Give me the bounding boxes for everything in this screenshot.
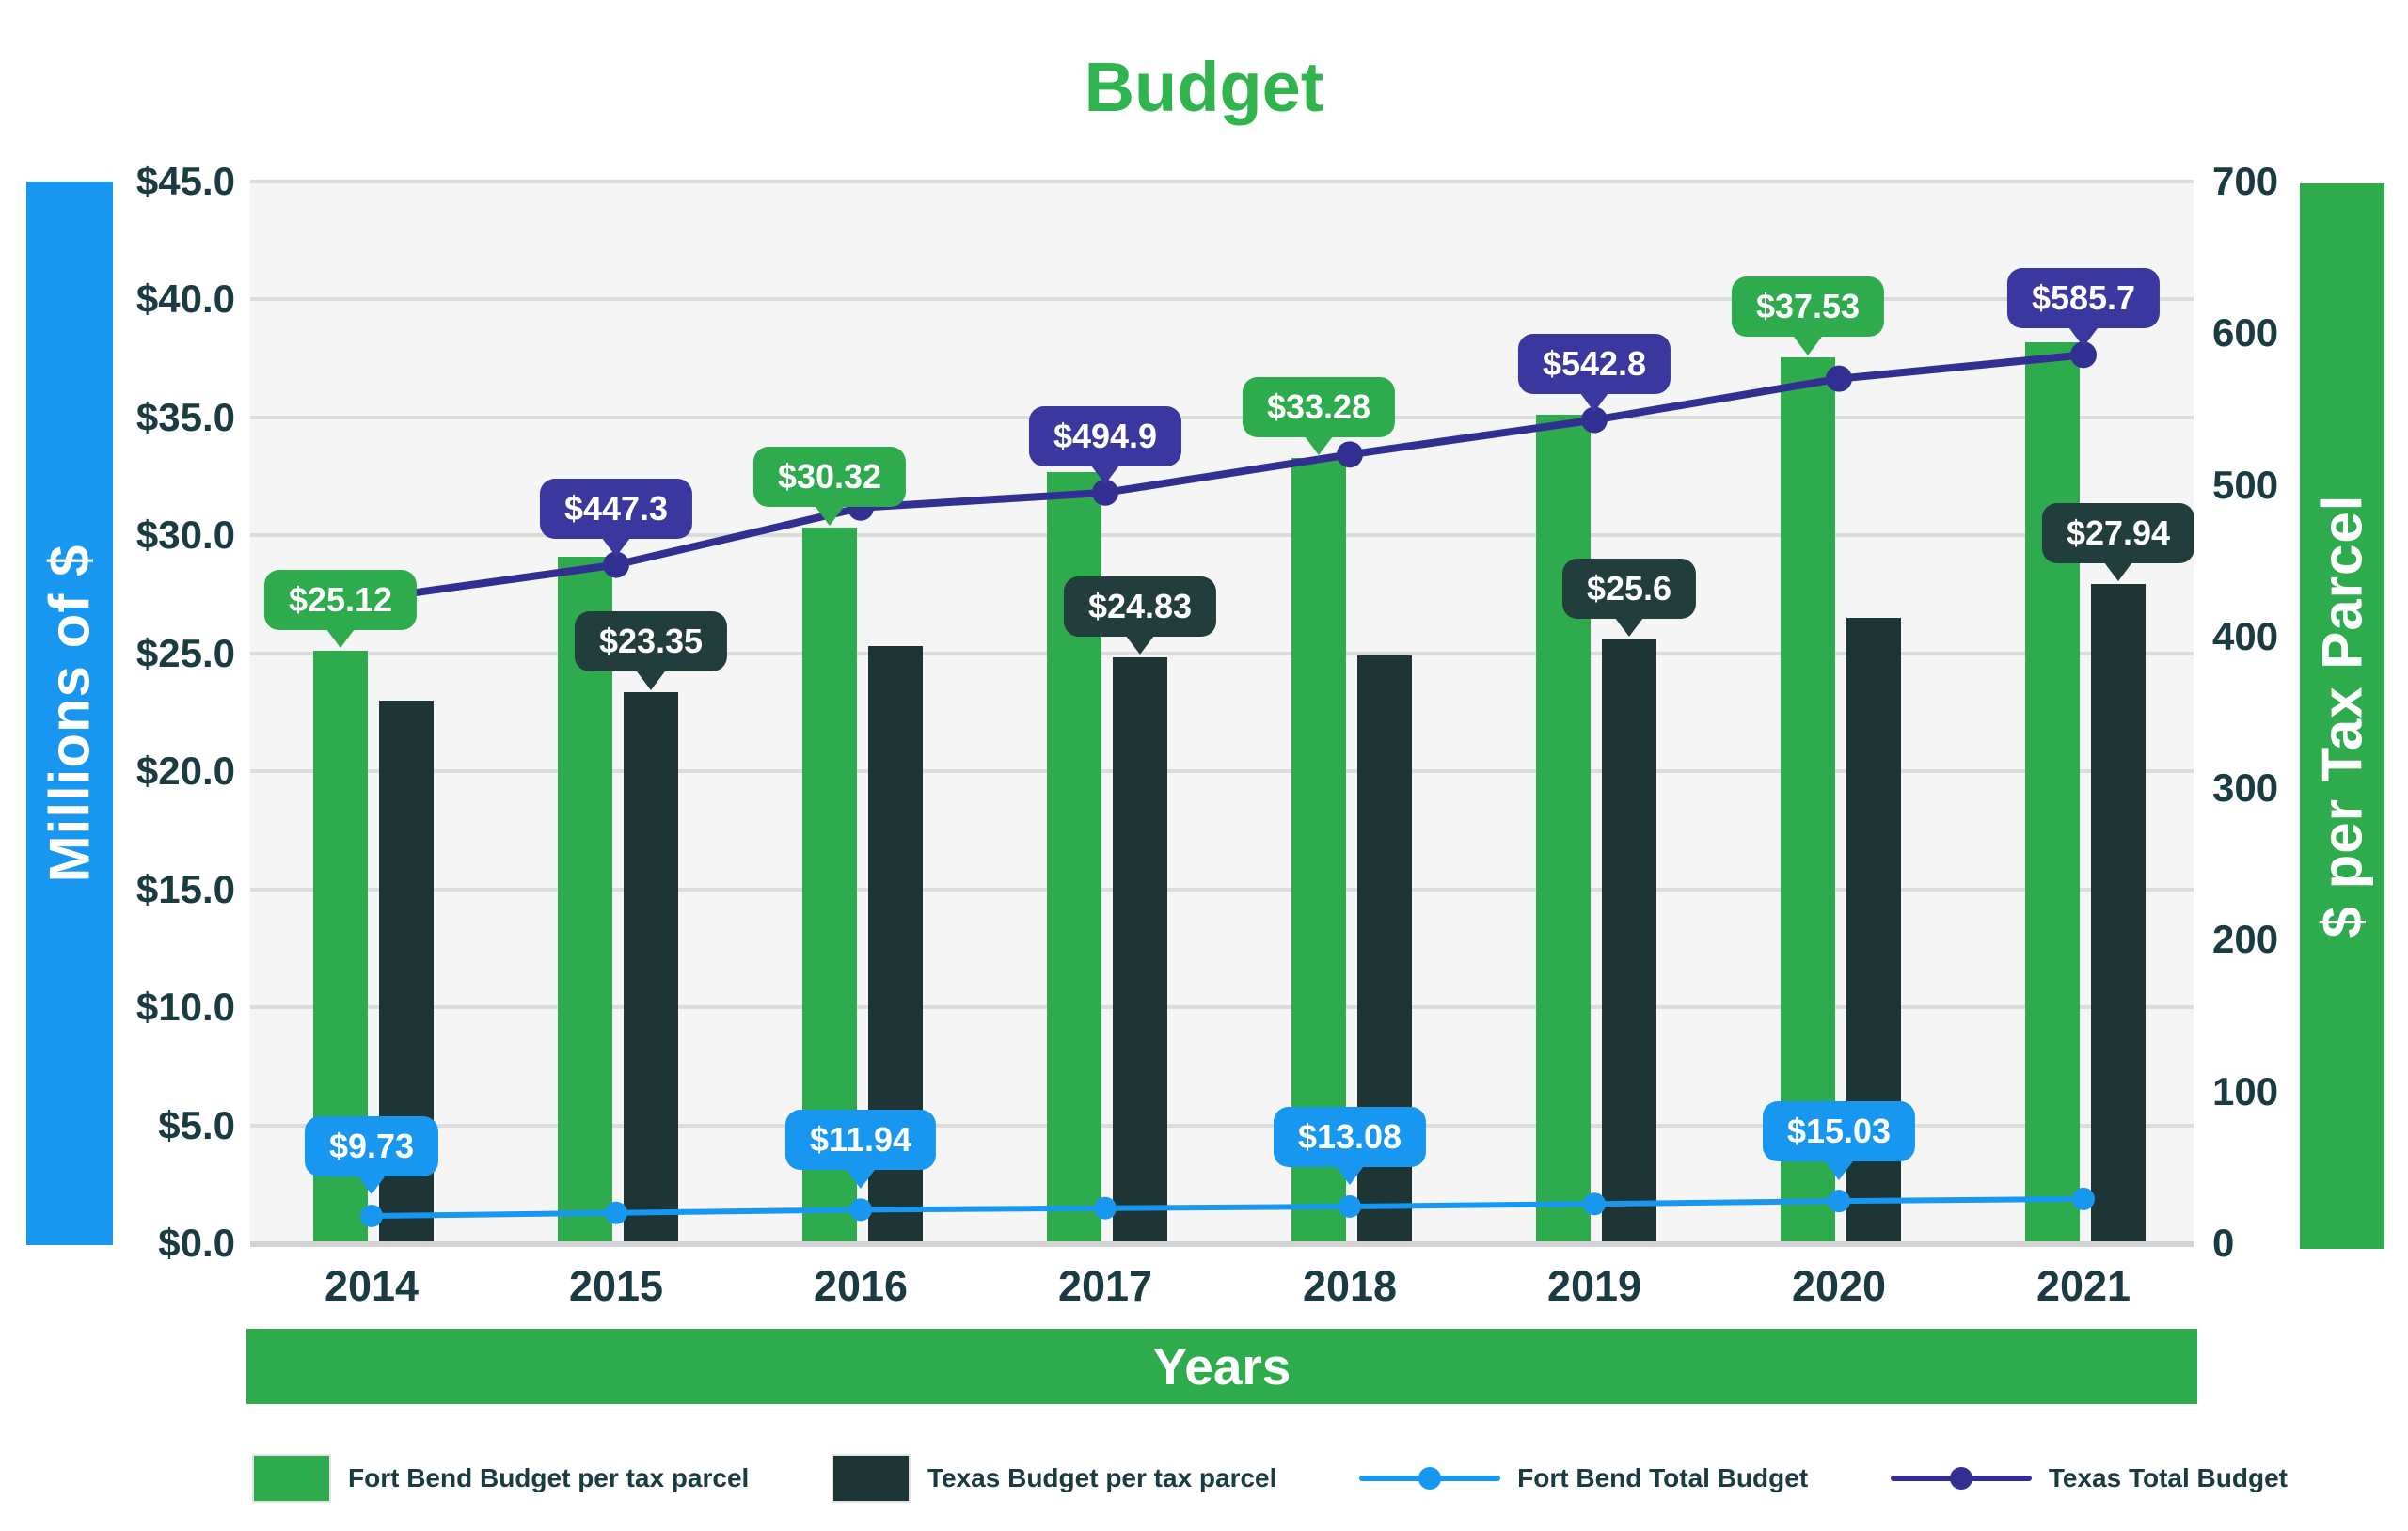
legend-label: Texas Budget per tax parcel [927,1463,1277,1492]
left-axis-tick-label: $35.0 [135,394,235,439]
navy-point-2020 [1826,365,1852,392]
data-label-navy-2021: $585.7 [2006,268,2161,329]
blue-point-2019 [1583,1192,1606,1216]
bar-texas-2019 [1602,639,1656,1247]
left-axis-band: Millions of $ [26,182,113,1245]
left-axis-tick-label: $45.0 [135,159,235,203]
data-label-green-2020: $37.53 [1731,276,1885,338]
data-label-dark-2015: $23.35 [574,611,728,672]
x-axis-baseline [250,1241,2194,1247]
right-axis-tick-label: 400 [2212,613,2279,658]
blue-point-2014 [360,1204,383,1227]
navy-point-2018 [1337,441,1363,468]
gridline [250,180,2194,183]
x-axis-label-2018: 2018 [1302,1262,1398,1310]
legend-label: Fort Bend Budget per tax parcel [348,1463,750,1492]
gridline [250,769,2194,774]
left-axis-tick-label: $30.0 [135,513,235,558]
gridline [250,297,2194,302]
bar-fort-bend-2020 [1781,357,1835,1247]
blue-point-2015 [605,1201,627,1224]
navy-point-2017 [1092,479,1118,506]
bar-texas-2015 [624,692,678,1247]
x-axis-label-2015: 2015 [568,1262,664,1310]
data-label-dark-2017: $24.83 [1063,576,1217,638]
right-axis-tick-label: 0 [2212,1221,2235,1265]
legend-label: Texas Total Budget [2048,1463,2288,1492]
left-axis-tick-label: $40.0 [135,276,235,322]
blue-point-2017 [1094,1196,1117,1220]
data-label-dark-2021: $27.94 [2041,503,2195,564]
chart-title: Budget [1084,48,1324,126]
data-label-blue-2016: $11.94 [784,1110,937,1171]
legend-marker-blue-line-icon [1359,1466,1501,1491]
gridline [250,415,2194,419]
left-axis-tick-label: $20.0 [135,749,235,794]
left-axis-tick-label: $10.0 [135,985,235,1030]
legend-swatch-green-bar-icon [252,1454,331,1503]
gridline [250,1005,2194,1010]
right-axis-tick-label: 500 [2212,462,2279,507]
navy-point-2015 [603,551,629,578]
left-axis-tick-label: $15.0 [135,866,235,911]
data-label-navy-2017: $494.9 [1028,405,1182,466]
navy-point-2019 [1581,406,1608,434]
gridline [250,651,2194,655]
bar-fort-bend-2021 [2025,341,2080,1247]
bar-texas-2017 [1113,657,1167,1247]
x-axis-label-2016: 2016 [813,1262,909,1310]
bar-fort-bend-2019 [1536,415,1591,1247]
data-label-dark-2019: $25.6 [1561,558,1697,619]
right-axis-tick-label: 200 [2212,917,2279,962]
blue-point-2018 [1339,1194,1361,1218]
left-axis-tick-label: $0.0 [158,1221,235,1265]
legend: Fort Bend Budget per tax parcel Texas Bu… [252,1446,2288,1510]
x-axis-label-2017: 2017 [1057,1262,1153,1310]
right-axis-band: $ per Tax Parcel [2300,183,2384,1249]
x-axis-label-2014: 2014 [324,1262,420,1310]
gridline [250,887,2194,892]
navy-line [371,351,2084,603]
years-banner-label: Years [1152,1337,1291,1396]
right-axis-tick-label: 100 [2212,1068,2279,1113]
legend-swatch-dark-bar-icon [832,1454,911,1503]
data-label-green-2016: $30.32 [752,447,907,508]
data-label-navy-2019: $542.8 [1517,333,1671,394]
bar-fort-bend-2015 [558,556,612,1247]
left-axis-tick-label: $5.0 [158,1102,235,1147]
legend-label: Fort Bend Total Budget [1517,1463,1809,1492]
years-banner: Years [246,1329,2197,1404]
right-axis-tick-label: 300 [2212,766,2279,811]
legend-item-fort-bend-line: Fort Bend Total Budget [1359,1463,1808,1493]
navy-point-2021 [2070,341,2097,369]
legend-item-texas-line: Texas Total Budget [1890,1463,2288,1493]
legend-marker-navy-line-icon [1890,1466,2032,1491]
data-label-blue-2014: $9.73 [304,1115,439,1176]
gridline [250,1123,2194,1128]
blue-line [371,1195,2084,1219]
legend-item-fort-bend-bar: Fort Bend Budget per tax parcel [252,1454,749,1503]
x-axis-label-2021: 2021 [2036,1262,2131,1310]
right-axis-tick-label: 700 [2212,159,2279,203]
blue-point-2016 [849,1198,872,1222]
blue-point-2020 [1828,1190,1850,1213]
data-label-blue-2018: $13.08 [1273,1106,1427,1167]
right-axis-tick-label: 600 [2212,310,2279,355]
blue-point-2021 [2072,1187,2095,1210]
left-axis-tick-label: $25.0 [135,630,235,675]
data-label-green-2014: $25.12 [263,569,418,630]
data-label-blue-2020: $15.03 [1762,1101,1916,1162]
gridline [250,533,2194,538]
bar-texas-2021 [2091,584,2146,1247]
data-label-green-2018: $33.28 [1242,377,1396,438]
x-axis-label-2020: 2020 [1791,1262,1887,1310]
legend-item-texas-bar: Texas Budget per tax parcel [832,1454,1276,1503]
x-axis-label-2019: 2019 [1546,1262,1642,1310]
data-label-navy-2015: $447.3 [539,478,693,539]
